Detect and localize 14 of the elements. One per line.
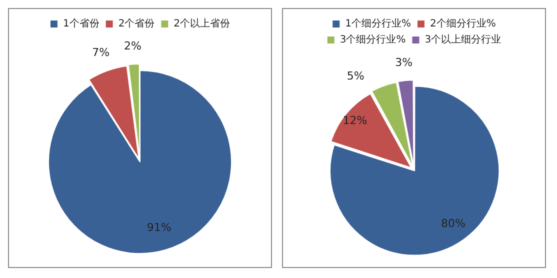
- legend-label: 2个以上省份: [174, 18, 230, 30]
- legend-label: 2个细分行业%: [430, 18, 496, 30]
- data-label: 7%: [92, 46, 110, 60]
- legend-label: 2个省份: [118, 18, 155, 30]
- data-label: 5%: [346, 70, 364, 83]
- data-label: 2%: [124, 40, 142, 53]
- data-label: 3%: [395, 56, 413, 69]
- legend-label: 3个细分行业%: [340, 34, 406, 46]
- legend-label: 3个以上细分行业: [424, 34, 502, 46]
- data-label: 80%: [440, 216, 466, 230]
- legend-label: 1个省份: [62, 18, 100, 30]
- data-label: 12%: [342, 114, 368, 128]
- data-label: 91%: [146, 220, 172, 234]
- legend-label: 1个细分行业%: [345, 18, 412, 30]
